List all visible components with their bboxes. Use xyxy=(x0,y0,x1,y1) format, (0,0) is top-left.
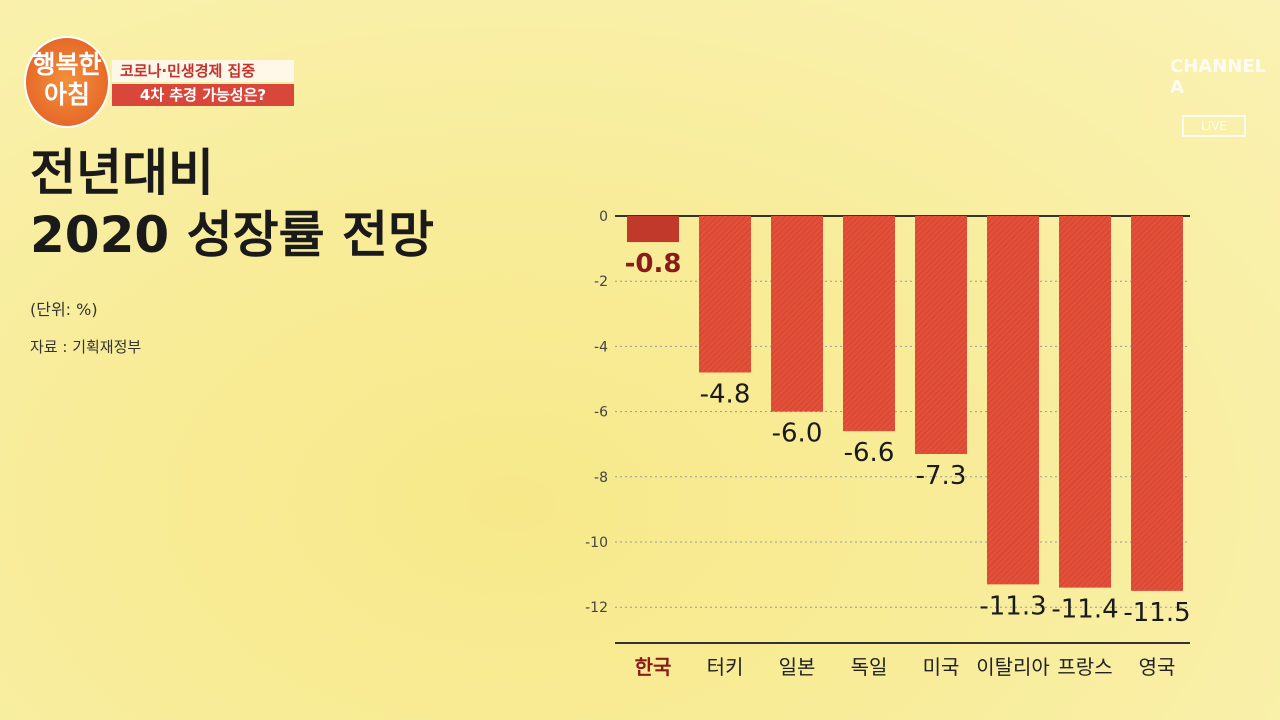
data-label: -0.8 xyxy=(625,249,682,279)
y-tick-label: 0 xyxy=(599,209,608,225)
bar xyxy=(771,216,823,412)
bar xyxy=(699,216,751,373)
chart-title: 전년대비 2020 성장률 전망 xyxy=(30,142,434,266)
source-label: 자료 : 기획재정부 xyxy=(30,338,142,356)
title-line1: 전년대비 xyxy=(30,144,214,202)
data-label: -7.3 xyxy=(916,461,967,491)
bar xyxy=(915,216,967,454)
unit-label: (단위: %) xyxy=(30,300,98,319)
y-tick-label: -2 xyxy=(594,274,608,290)
y-tick-label: -6 xyxy=(594,405,608,421)
x-tick-label: 한국 xyxy=(635,655,672,679)
headline-line1: 코로나·민생경제 집중 xyxy=(112,60,294,82)
data-label: -6.6 xyxy=(844,438,895,468)
x-tick-label: 독일 xyxy=(851,655,888,679)
y-tick-label: -10 xyxy=(585,535,608,551)
data-label: -6.0 xyxy=(772,419,823,449)
program-logo: 행복한 아침 xyxy=(24,36,110,128)
data-label: -11.3 xyxy=(979,591,1046,621)
x-tick-label: 이탈리아 xyxy=(976,655,1050,679)
bar xyxy=(627,216,679,243)
bar xyxy=(987,216,1039,585)
data-label: -4.8 xyxy=(700,379,751,409)
x-tick-label: 프랑스 xyxy=(1057,655,1112,679)
x-tick-label: 일본 xyxy=(779,655,816,679)
bar xyxy=(843,216,895,432)
y-tick-label: -12 xyxy=(585,600,608,616)
x-tick-label: 터키 xyxy=(707,655,744,679)
title-line2: 2020 성장률 전망 xyxy=(30,206,434,264)
live-badge: LIVE xyxy=(1182,115,1246,137)
x-tick-label: 미국 xyxy=(923,655,960,679)
x-tick-label: 영국 xyxy=(1139,655,1176,679)
data-label: -11.5 xyxy=(1123,598,1190,628)
data-label: -11.4 xyxy=(1051,595,1118,625)
channel-logo: CHANNEL A xyxy=(1170,56,1267,98)
bar xyxy=(1131,216,1183,591)
headline-line2: 4차 추경 가능성은? xyxy=(112,84,294,106)
y-tick-label: -4 xyxy=(594,339,608,355)
bar xyxy=(1059,216,1111,588)
y-tick-label: -8 xyxy=(594,470,608,486)
